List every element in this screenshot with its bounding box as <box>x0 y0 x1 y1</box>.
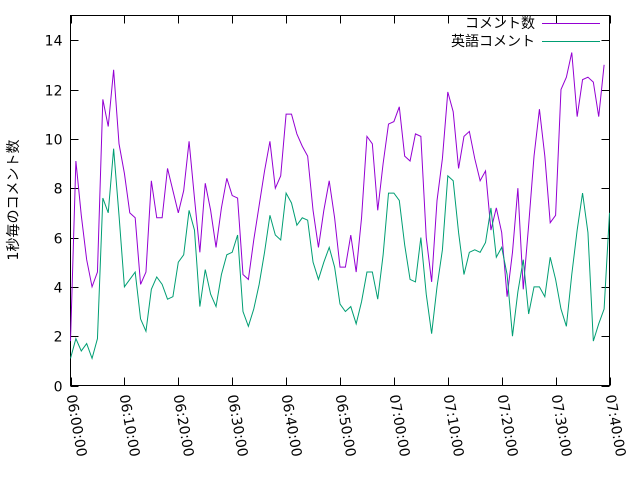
legend-label-1: 英語コメント <box>451 33 535 50</box>
x-tick-label-7: 07:10:00 <box>440 393 467 458</box>
y-tick-label-2: 4 <box>54 281 63 297</box>
series-lines <box>70 52 610 361</box>
y-axis-label: 1秒毎のコメント数 <box>6 140 22 261</box>
legend-entry-0: コメント数 <box>465 16 600 32</box>
x-tick-label-4: 06:40:00 <box>278 393 305 458</box>
x-tick-label-6: 07:00:00 <box>386 393 413 458</box>
x-tick-label-3: 06:30:00 <box>224 393 251 458</box>
x-tick-label-8: 07:20:00 <box>494 393 521 458</box>
plot-frame <box>70 15 610 386</box>
y-tick-label-5: 10 <box>45 133 63 149</box>
x-axis: 06:00:00 06:10:00 06:20:00 06:30:00 06:40:00… <box>63 15 629 458</box>
y-tick-label-0: 0 <box>54 380 63 396</box>
y-tick-label-1: 2 <box>54 330 63 346</box>
y-tick-label-7: 14 <box>45 34 63 50</box>
x-tick-label-2: 06:20:00 <box>170 393 197 458</box>
x-tick-label-0: 06:00:00 <box>63 393 90 458</box>
x-tick-label-10: 07:40:00 <box>602 393 629 458</box>
y-tick-label-3: 6 <box>54 232 63 248</box>
series-line-1 <box>70 148 610 361</box>
y-axis: 0 2 4 6 8 10 12 14 <box>45 34 610 396</box>
series-line-0 <box>70 52 605 342</box>
x-tick-label-9: 07:30:00 <box>548 393 575 458</box>
x-tick-label-5: 06:50:00 <box>332 393 359 458</box>
legend: コメント数 英語コメント <box>451 16 600 50</box>
y-tick-label-6: 12 <box>45 84 63 100</box>
y-tick-label-4: 8 <box>54 182 63 198</box>
legend-label-0: コメント数 <box>465 16 535 32</box>
x-tick-label-1: 06:10:00 <box>116 393 143 458</box>
legend-entry-1: 英語コメント <box>451 33 600 50</box>
